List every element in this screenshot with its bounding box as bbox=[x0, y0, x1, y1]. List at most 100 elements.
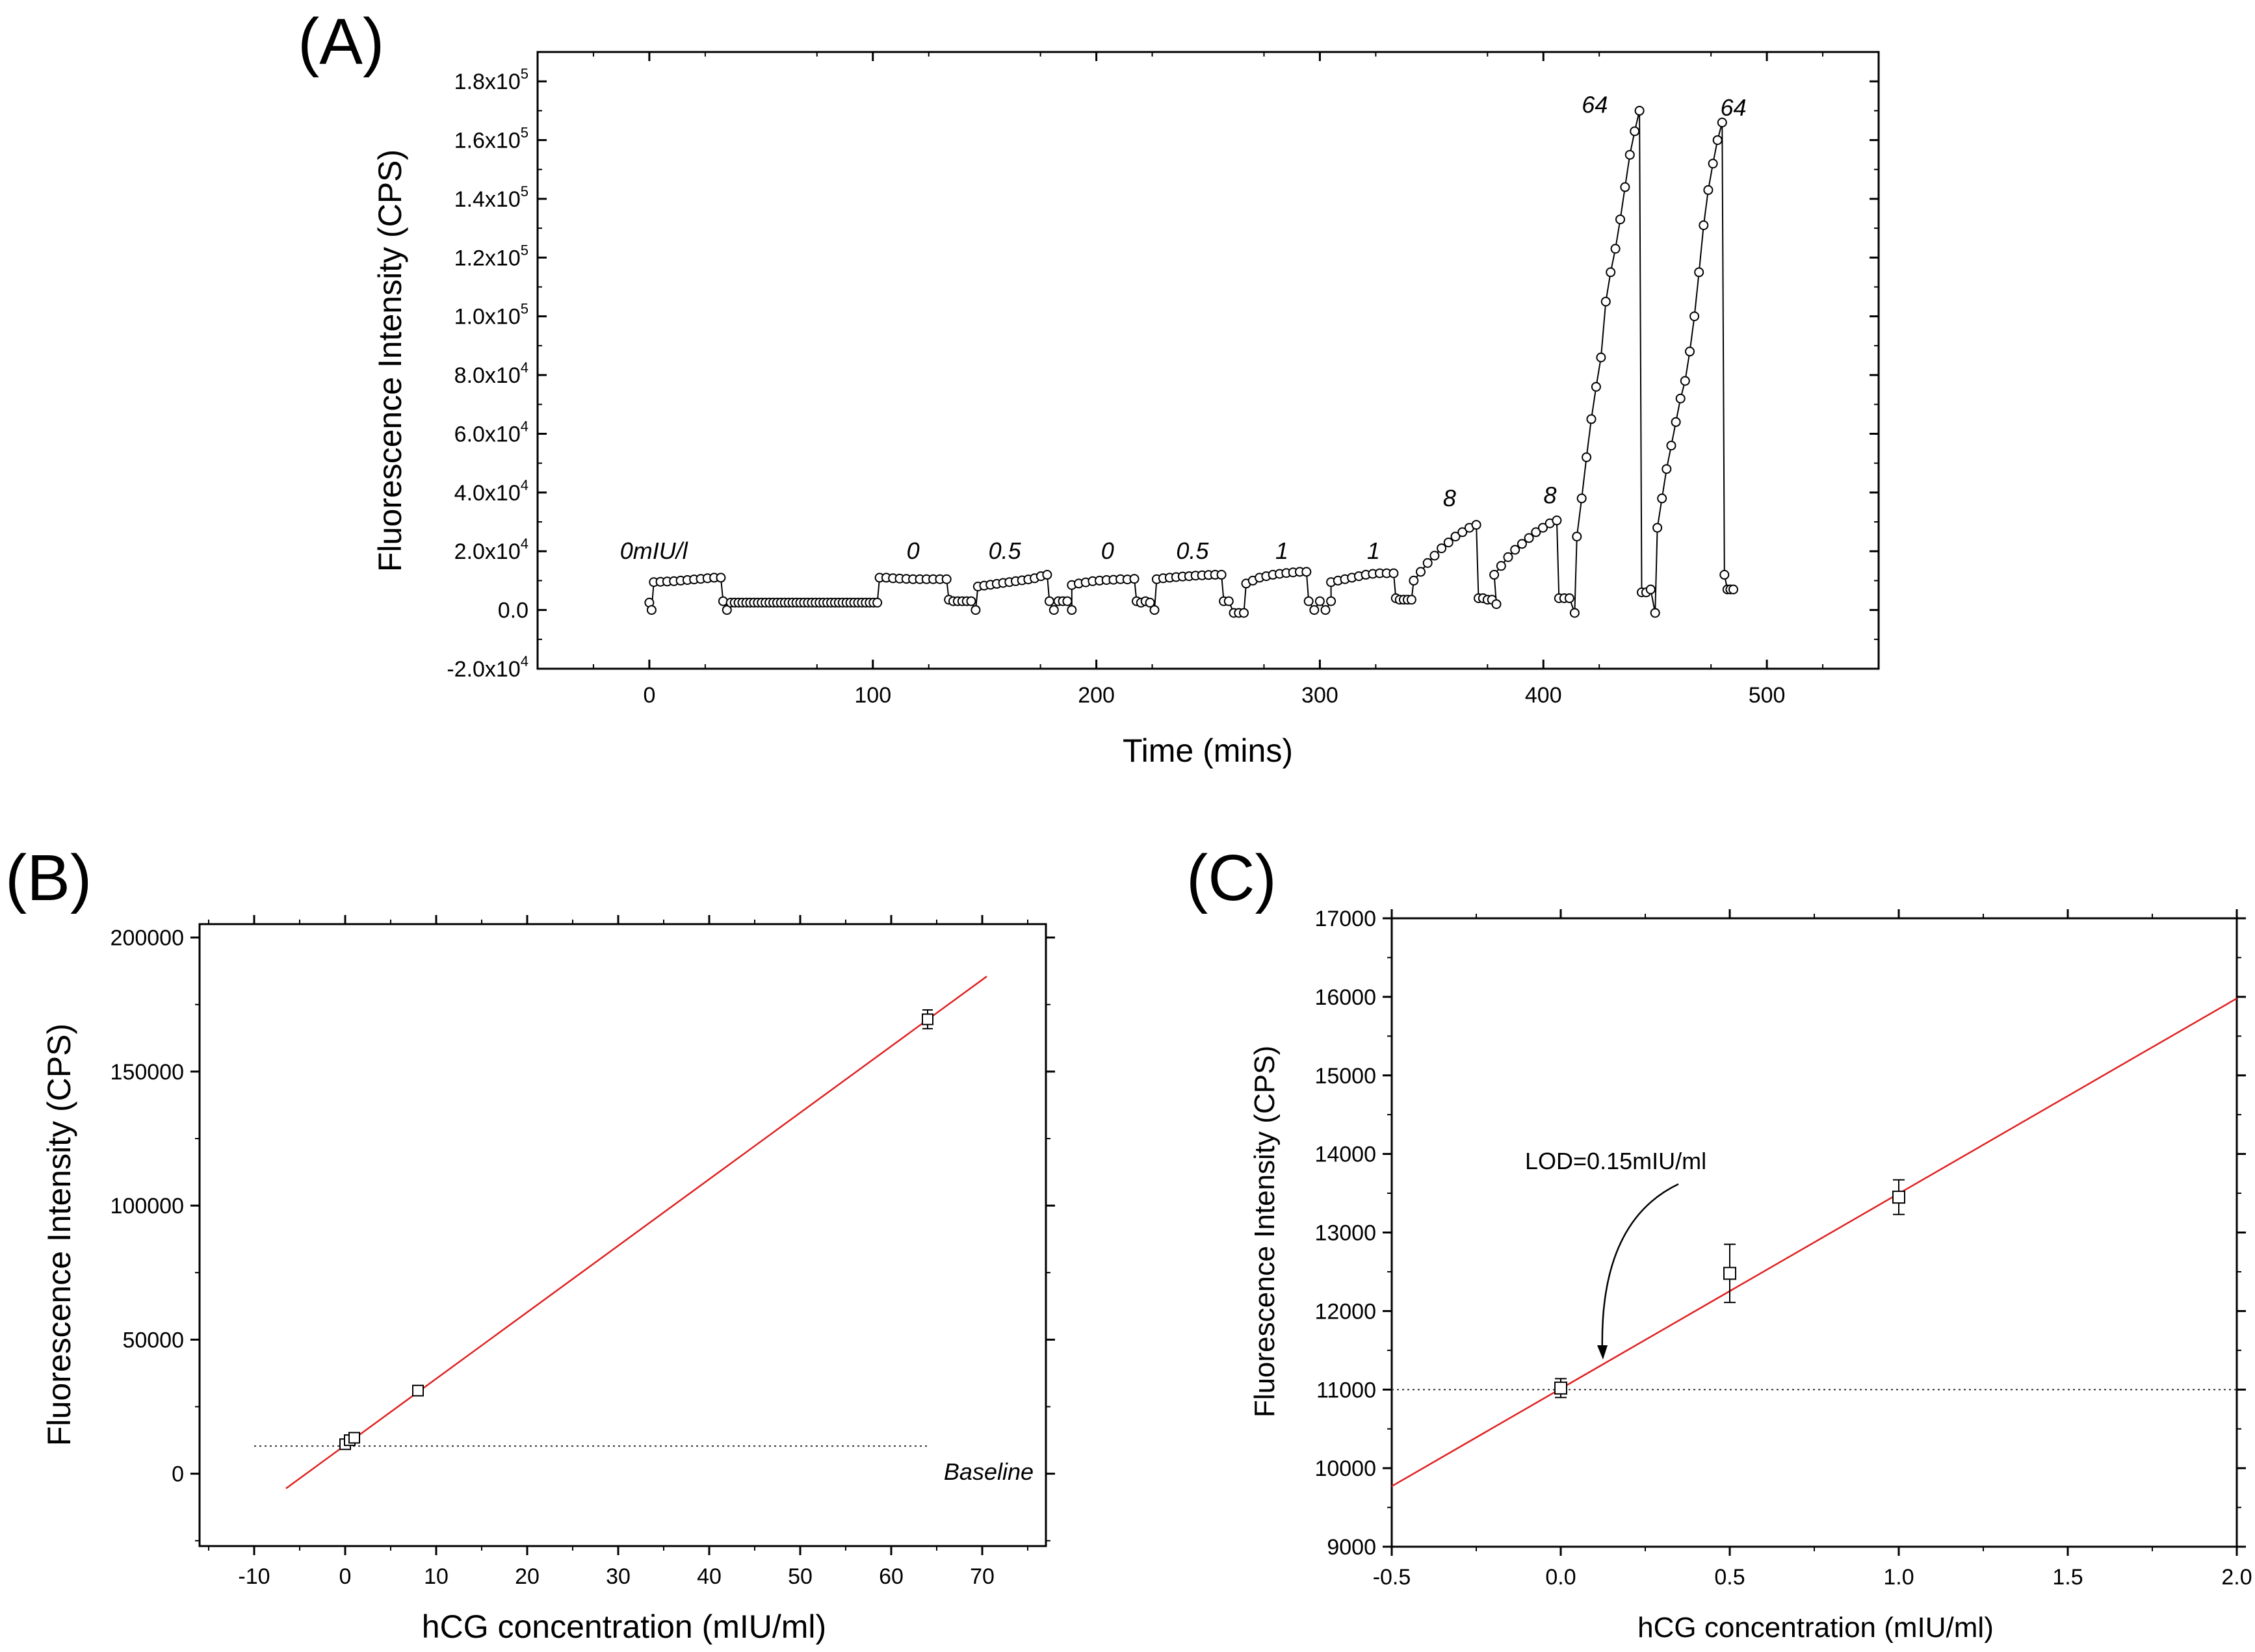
data-point bbox=[1314, 596, 1325, 606]
y-tick-label: 1.2x105 bbox=[454, 242, 528, 270]
y-tick-exponent: 5 bbox=[521, 301, 528, 317]
data-point bbox=[1149, 605, 1160, 615]
data-point bbox=[1576, 493, 1587, 504]
annotation-label: 8 bbox=[1443, 485, 1456, 511]
data-point bbox=[412, 1384, 424, 1397]
data-point bbox=[1582, 452, 1592, 463]
x-tick-label: 0.0 bbox=[1545, 1565, 1576, 1590]
y-tick-label: 1.8x105 bbox=[454, 66, 528, 94]
panel-a-plot-frame bbox=[536, 51, 1880, 670]
y-tick-label: -2.0x104 bbox=[447, 653, 528, 682]
data-point bbox=[1708, 159, 1718, 169]
y-tick-label: 8.0x104 bbox=[454, 359, 528, 388]
y-tick-mantissa: -2.0x10 bbox=[447, 657, 520, 682]
y-tick-label: 0.0 bbox=[498, 599, 528, 623]
data-point bbox=[1320, 605, 1331, 615]
data-point bbox=[1645, 584, 1656, 595]
data-point bbox=[1223, 596, 1234, 606]
panel-a-x-axis-title: Time (mins) bbox=[1123, 732, 1293, 769]
annotation-label: 0 bbox=[1101, 537, 1114, 564]
y-tick-exponent: 5 bbox=[521, 125, 528, 141]
annotation-label: 1 bbox=[1275, 537, 1288, 564]
fit-line bbox=[1391, 998, 2237, 1488]
data-point bbox=[1624, 149, 1635, 160]
data-point bbox=[1572, 532, 1582, 542]
y-tick-label: 13000 bbox=[1314, 1221, 1376, 1246]
y-tick-mantissa: 1.8x10 bbox=[454, 70, 521, 94]
panel-a-label: (A) bbox=[298, 5, 384, 78]
data-point bbox=[1689, 311, 1700, 322]
y-tick-label: 50000 bbox=[122, 1328, 184, 1352]
y-tick-label: 1.4x105 bbox=[454, 183, 528, 212]
data-point bbox=[722, 605, 732, 615]
y-tick-exponent: 4 bbox=[521, 359, 528, 376]
panel-a: (A) 0 100 200 300 400 500 -2.0x1040.02.0x1044… bbox=[298, 5, 1880, 769]
x-tick-label: 100 bbox=[854, 683, 891, 708]
y-tick-mantissa: 6.0x10 bbox=[454, 422, 521, 446]
data-point bbox=[348, 1432, 360, 1444]
y-tick-label: 1.0x105 bbox=[454, 301, 528, 329]
data-point bbox=[1728, 584, 1738, 595]
x-tick-label: -10 bbox=[238, 1564, 270, 1589]
data-point bbox=[966, 596, 976, 606]
data-point bbox=[1044, 596, 1054, 606]
annotation-label: 0.5 bbox=[989, 537, 1022, 564]
annotation-label: 0 bbox=[907, 537, 920, 564]
y-tick-label: 150000 bbox=[111, 1060, 184, 1085]
data-point bbox=[971, 605, 981, 615]
data-point bbox=[1416, 567, 1426, 577]
x-tick-label: 20 bbox=[515, 1564, 540, 1589]
baseline-label: Baseline bbox=[944, 1458, 1034, 1485]
data-point bbox=[1569, 608, 1580, 618]
x-tick-label: 400 bbox=[1525, 683, 1562, 708]
data-point bbox=[1586, 414, 1597, 424]
data-point bbox=[1309, 605, 1320, 615]
data-point bbox=[1717, 118, 1727, 127]
data-point bbox=[1301, 567, 1312, 577]
panel-a-x-ticks: 0 100 200 300 400 500 bbox=[592, 52, 1824, 708]
y-tick-label: 4.0x104 bbox=[454, 477, 528, 506]
x-tick-label: 30 bbox=[606, 1564, 631, 1589]
y-tick-mantissa: 1.4x10 bbox=[454, 187, 521, 212]
data-point bbox=[1437, 543, 1447, 554]
panel-b-y-axis-title: Fluorescence Intensity (CPS) bbox=[41, 1024, 77, 1446]
y-tick-mantissa: 0.0 bbox=[498, 599, 528, 623]
panel-b-x-axis-title: hCG concentration (mIU/ml) bbox=[422, 1608, 826, 1645]
data-point bbox=[1303, 596, 1314, 606]
y-tick-label: 11000 bbox=[1316, 1378, 1376, 1402]
data-point bbox=[1680, 376, 1690, 386]
data-point bbox=[1615, 214, 1625, 225]
data-point bbox=[716, 573, 726, 583]
panel-a-y-ticks: -2.0x1040.02.0x1044.0x1046.0x1048.0x1041… bbox=[447, 51, 1879, 682]
y-tick-mantissa: 2.0x10 bbox=[454, 539, 521, 564]
y-tick-exponent: 4 bbox=[521, 536, 528, 552]
data-point bbox=[1685, 346, 1695, 357]
y-tick-label: 1.6x105 bbox=[454, 125, 528, 153]
x-tick-label: 0 bbox=[643, 683, 655, 708]
y-tick-label: 17000 bbox=[1314, 907, 1376, 931]
annotation-label: 0mIU/l bbox=[620, 537, 688, 564]
x-tick-label: 10 bbox=[424, 1564, 449, 1589]
panel-a-y-axis-title: Fluorescence Intensity (CPS) bbox=[372, 149, 408, 572]
data-point bbox=[1538, 523, 1548, 533]
y-tick-exponent: 4 bbox=[521, 477, 528, 493]
y-tick-label: 2.0x104 bbox=[454, 536, 528, 564]
data-point bbox=[1671, 417, 1681, 427]
panel-c-y-axis-title: Fluorescence Intensity (CPS) bbox=[1249, 1046, 1281, 1417]
data-point bbox=[941, 574, 952, 584]
annotation-label: 64 bbox=[1720, 94, 1746, 121]
data-point bbox=[1524, 533, 1534, 543]
data-point bbox=[1552, 515, 1562, 526]
data-point bbox=[1049, 605, 1059, 615]
data-point bbox=[1489, 569, 1500, 580]
y-tick-exponent: 5 bbox=[521, 183, 528, 200]
data-point bbox=[1129, 574, 1140, 584]
y-tick-mantissa: 1.2x10 bbox=[454, 246, 521, 270]
data-point bbox=[1422, 558, 1433, 568]
panel-b: (B) -10 0 10 20 30 40 50 60 70 0 50000 100000 15000… bbox=[5, 842, 1055, 1645]
data-point bbox=[1239, 608, 1249, 618]
x-tick-label: 1.0 bbox=[1883, 1565, 1914, 1590]
data-point bbox=[1652, 523, 1663, 533]
data-point bbox=[1723, 1267, 1736, 1280]
data-point bbox=[1429, 550, 1440, 561]
